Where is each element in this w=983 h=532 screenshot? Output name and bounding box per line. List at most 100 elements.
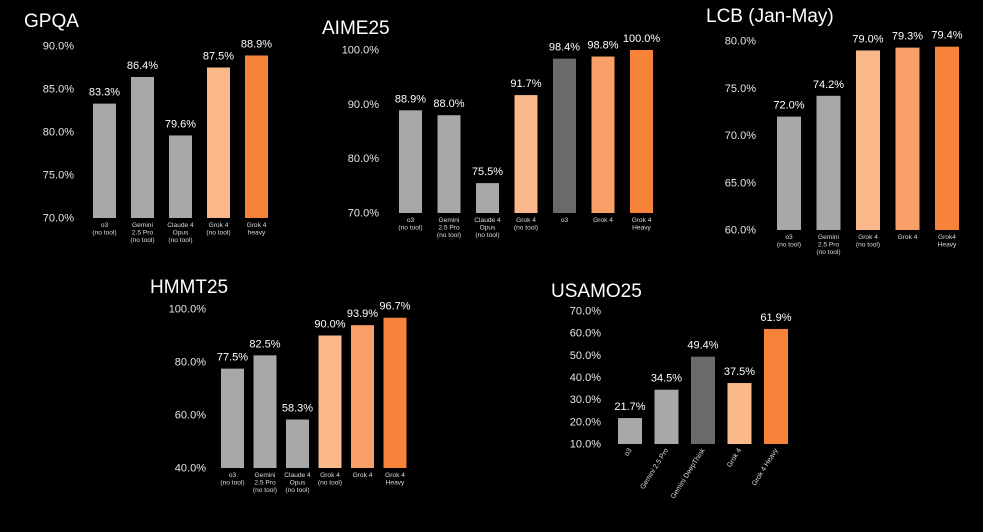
x-tick-label: Grok 4	[320, 472, 340, 479]
y-tick-label: 100.0%	[342, 45, 380, 57]
bar	[437, 115, 461, 213]
bar	[93, 103, 116, 218]
x-tick-label: 2.5 Pro	[438, 225, 460, 232]
y-tick-label: 40.0%	[570, 372, 601, 384]
x-tick-label: Grok 4	[898, 234, 918, 241]
x-tick-label: Opus	[480, 225, 496, 232]
data-label: 96.7%	[379, 301, 410, 313]
x-tick-label: (no tool)	[130, 237, 154, 244]
data-label: 79.6%	[165, 118, 196, 130]
data-label: 87.5%	[203, 51, 234, 63]
x-tick-label: Gemini	[818, 234, 839, 241]
bar	[777, 116, 801, 230]
data-label: 83.3%	[89, 87, 120, 99]
y-tick-label: 70.0%	[570, 306, 601, 318]
x-tick-label: Heavy	[938, 242, 957, 249]
bar	[131, 76, 154, 219]
bar	[691, 356, 715, 444]
data-label: 72.0%	[773, 100, 804, 112]
bar	[895, 47, 920, 230]
data-label: 98.4%	[549, 42, 580, 54]
chart-title: USAMO25	[551, 281, 642, 302]
chart-title: AIME25	[322, 18, 390, 39]
data-label: 58.3%	[282, 403, 313, 415]
bar	[286, 419, 309, 468]
x-tick-label: (no tool)	[92, 230, 116, 237]
x-tick-label: Grok 4	[385, 472, 405, 479]
bar	[618, 418, 642, 444]
x-tick-label: Gemini DeepThink	[670, 447, 707, 500]
x-tick-label: Gemini	[132, 222, 153, 229]
data-label: 77.5%	[217, 352, 248, 364]
bar	[727, 383, 752, 444]
x-tick-label: Grok 4	[247, 222, 267, 229]
y-tick-label: 70.0%	[43, 213, 74, 225]
x-tick-label: (no tool)	[475, 232, 499, 239]
y-tick-label: 60.0%	[725, 225, 756, 237]
data-label: 49.4%	[687, 340, 718, 352]
data-label: 34.5%	[651, 373, 682, 385]
y-tick-label: 10.0%	[570, 439, 601, 451]
x-tick-label: 2.5 Pro	[132, 230, 154, 237]
x-tick-label: Opus	[173, 230, 189, 237]
bar	[221, 368, 244, 468]
x-tick-label: Grok 4 Heavy	[751, 447, 780, 487]
x-tick-label: Grok 4	[726, 447, 743, 469]
data-label: 79.4%	[931, 30, 962, 42]
bar	[591, 56, 615, 213]
data-label: 61.9%	[760, 312, 791, 324]
x-tick-label: (no tool)	[437, 232, 461, 239]
x-tick-label: heavy	[248, 230, 266, 237]
y-tick-label: 90.0%	[348, 99, 379, 111]
data-label: 90.0%	[314, 319, 345, 331]
y-tick-label: 80.0%	[348, 153, 379, 165]
data-label: 74.2%	[813, 79, 844, 91]
data-label: 37.5%	[724, 366, 755, 378]
x-tick-label: (no tool)	[856, 242, 880, 249]
x-tick-label: (no tool)	[253, 487, 277, 494]
x-tick-label: Grok 4	[209, 222, 229, 229]
x-tick-label: Claude 4	[167, 222, 194, 229]
chart-title: HMMT25	[150, 277, 228, 298]
bar	[553, 58, 576, 214]
data-label: 82.5%	[249, 338, 280, 350]
bar	[816, 95, 841, 230]
x-tick-label: (no tool)	[777, 242, 801, 249]
x-tick-label: Heavy	[632, 225, 651, 232]
y-tick-label: 85.0%	[43, 84, 74, 96]
x-tick-label: (no tool)	[398, 225, 422, 232]
x-tick-label: o3	[229, 472, 237, 479]
x-tick-label: Claude 4	[284, 472, 311, 479]
bar	[935, 46, 959, 230]
bar	[856, 50, 880, 231]
bar	[654, 389, 679, 444]
x-tick-label: Grok4	[938, 234, 956, 241]
data-label: 79.3%	[892, 31, 923, 43]
x-tick-label: Gemini	[255, 472, 276, 479]
x-tick-label: o3	[407, 217, 415, 224]
x-tick-label: (no tool)	[206, 230, 230, 237]
y-tick-label: 70.0%	[348, 208, 379, 220]
x-tick-label: Grok 4	[353, 472, 373, 479]
x-tick-label: (no tool)	[168, 237, 192, 244]
data-label: 88.9%	[395, 93, 426, 105]
data-label: 21.7%	[614, 401, 645, 413]
bar	[514, 95, 538, 213]
y-tick-label: 90.0%	[43, 41, 74, 53]
x-tick-label: Grok 4	[858, 234, 878, 241]
x-tick-label: Grok 4	[516, 217, 536, 224]
x-tick-label: (no tool)	[816, 249, 840, 256]
x-tick-label: (no tool)	[514, 225, 538, 232]
bar	[399, 110, 422, 213]
bar	[169, 135, 192, 218]
y-tick-label: 80.0%	[175, 357, 206, 369]
x-tick-label: 2.5 Pro	[254, 480, 276, 487]
bar	[351, 325, 374, 468]
x-tick-label: o3	[561, 217, 569, 224]
bar	[245, 55, 268, 219]
y-tick-label: 40.0%	[175, 463, 206, 475]
x-tick-label: (no tool)	[318, 480, 342, 487]
data-label: 79.0%	[852, 33, 883, 45]
x-tick-label: o3	[624, 447, 634, 457]
